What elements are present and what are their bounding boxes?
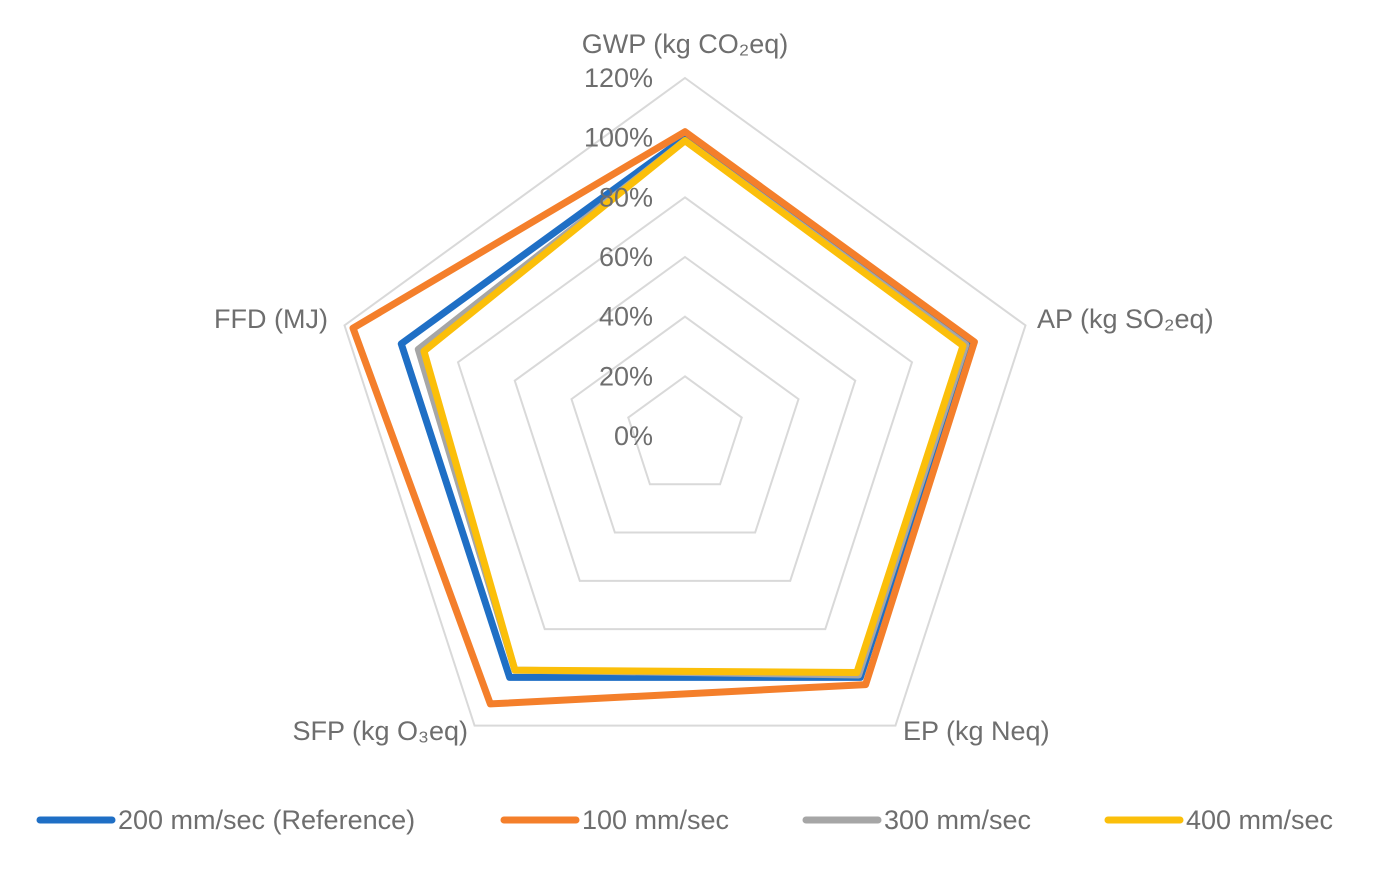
radar-grid [343,76,1027,727]
axis-label-sfp: SFP (kg O₃eq) [292,716,468,746]
legend-label-100: 100 mm/sec [582,805,729,835]
axis-label-ffd: FFD (MJ) [214,304,328,334]
grid-ring-60 [513,255,857,582]
tick-label-0: 0% [614,421,653,451]
tick-label-60: 60% [599,242,653,272]
legend-item-300[interactable]: 300 mm/sec [802,805,1031,835]
axis-labels: GWP (kg CO₂eq) AP (kg SO₂eq) EP (kg Neq)… [214,29,1214,746]
legend: 200 mm/sec (Reference) 100 mm/sec 300 mm… [36,805,1333,835]
axis-label-ep: EP (kg Neq) [903,716,1050,746]
legend-item-200[interactable]: 200 mm/sec (Reference) [36,805,415,835]
grid-ring-120 [343,76,1027,727]
grid-ring-20 [627,375,743,486]
legend-label-300: 300 mm/sec [884,805,1031,835]
tick-label-80: 80% [599,182,653,212]
axis-label-gwp: GWP (kg CO₂eq) [582,29,789,59]
radial-tick-labels: 0% 20% 40% 60% 80% 100% 120% [584,63,653,451]
radar-series [349,128,978,708]
grid-ring-80 [456,196,914,631]
axis-label-ap: AP (kg SO₂eq) [1037,304,1214,334]
series-line-400 [420,137,967,677]
grid-ring-40 [570,315,800,534]
tick-label-40: 40% [599,302,653,332]
tick-label-20: 20% [599,361,653,391]
series-line-100 [349,128,978,708]
legend-label-400: 400 mm/sec [1186,805,1333,835]
legend-item-400[interactable]: 400 mm/sec [1104,805,1333,835]
tick-label-120: 120% [584,63,653,93]
legend-label-200: 200 mm/sec (Reference) [118,805,415,835]
legend-item-100[interactable]: 100 mm/sec [500,805,729,835]
tick-label-100: 100% [584,123,653,153]
